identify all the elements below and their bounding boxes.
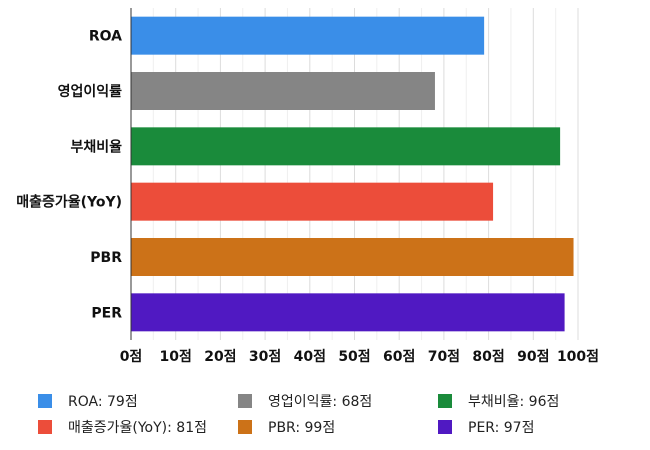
x-tick-label-0: 0점 [120,348,143,365]
legend-item-6: PER: 97점 [438,416,638,438]
legend-label-5: PBR: 99점 [268,420,336,436]
category-label-2: 영업이익률 [58,83,123,100]
bar-6 [131,293,565,332]
category-label-3: 부채비율 [70,138,122,155]
legend-item-5: PBR: 99점 [238,416,438,438]
legend-swatch-5 [238,420,252,434]
legend-swatch-4 [38,420,52,434]
x-tick-label-10: 100점 [557,348,599,365]
x-tick-label-6: 60점 [383,348,415,365]
legend-item-2: 영업이익률: 68점 [238,390,438,412]
x-tick-label-9: 90점 [517,348,549,365]
legend-item-1: ROA: 79점 [38,390,238,412]
bar-4 [131,182,494,221]
legend-label-4: 매출증가율(YoY): 81점 [68,420,207,436]
x-tick-label-8: 80점 [472,348,504,365]
legend-item-4: 매출증가율(YoY): 81점 [38,416,238,438]
category-label-6: PER [91,305,122,321]
legend-label-1: ROA: 79점 [68,394,138,410]
legend-label-2: 영업이익률: 68점 [268,394,373,410]
legend-swatch-6 [438,420,452,434]
legend-swatch-1 [38,394,52,408]
legend-label-3: 부채비율: 96점 [468,394,560,410]
category-label-5: PBR [90,250,122,266]
x-tick-label-2: 20점 [204,348,236,365]
legend-label-6: PER: 97점 [468,420,535,436]
x-tick-label-4: 40점 [294,348,326,365]
x-tick-label-5: 50점 [338,348,370,365]
x-tick-label-3: 30점 [249,348,281,365]
x-tick-label-1: 10점 [160,348,192,365]
bar-3 [131,127,561,166]
legend-item-3: 부채비율: 96점 [438,390,638,412]
x-tick-label-7: 70점 [428,348,460,365]
bar-5 [131,238,574,276]
category-label-1: ROA [89,29,122,45]
bar-2 [131,72,435,110]
category-label-4: 매출증가율(YoY) [16,194,122,211]
legend-swatch-3 [438,394,452,408]
bar-1 [131,16,485,55]
legend-swatch-2 [238,394,252,408]
